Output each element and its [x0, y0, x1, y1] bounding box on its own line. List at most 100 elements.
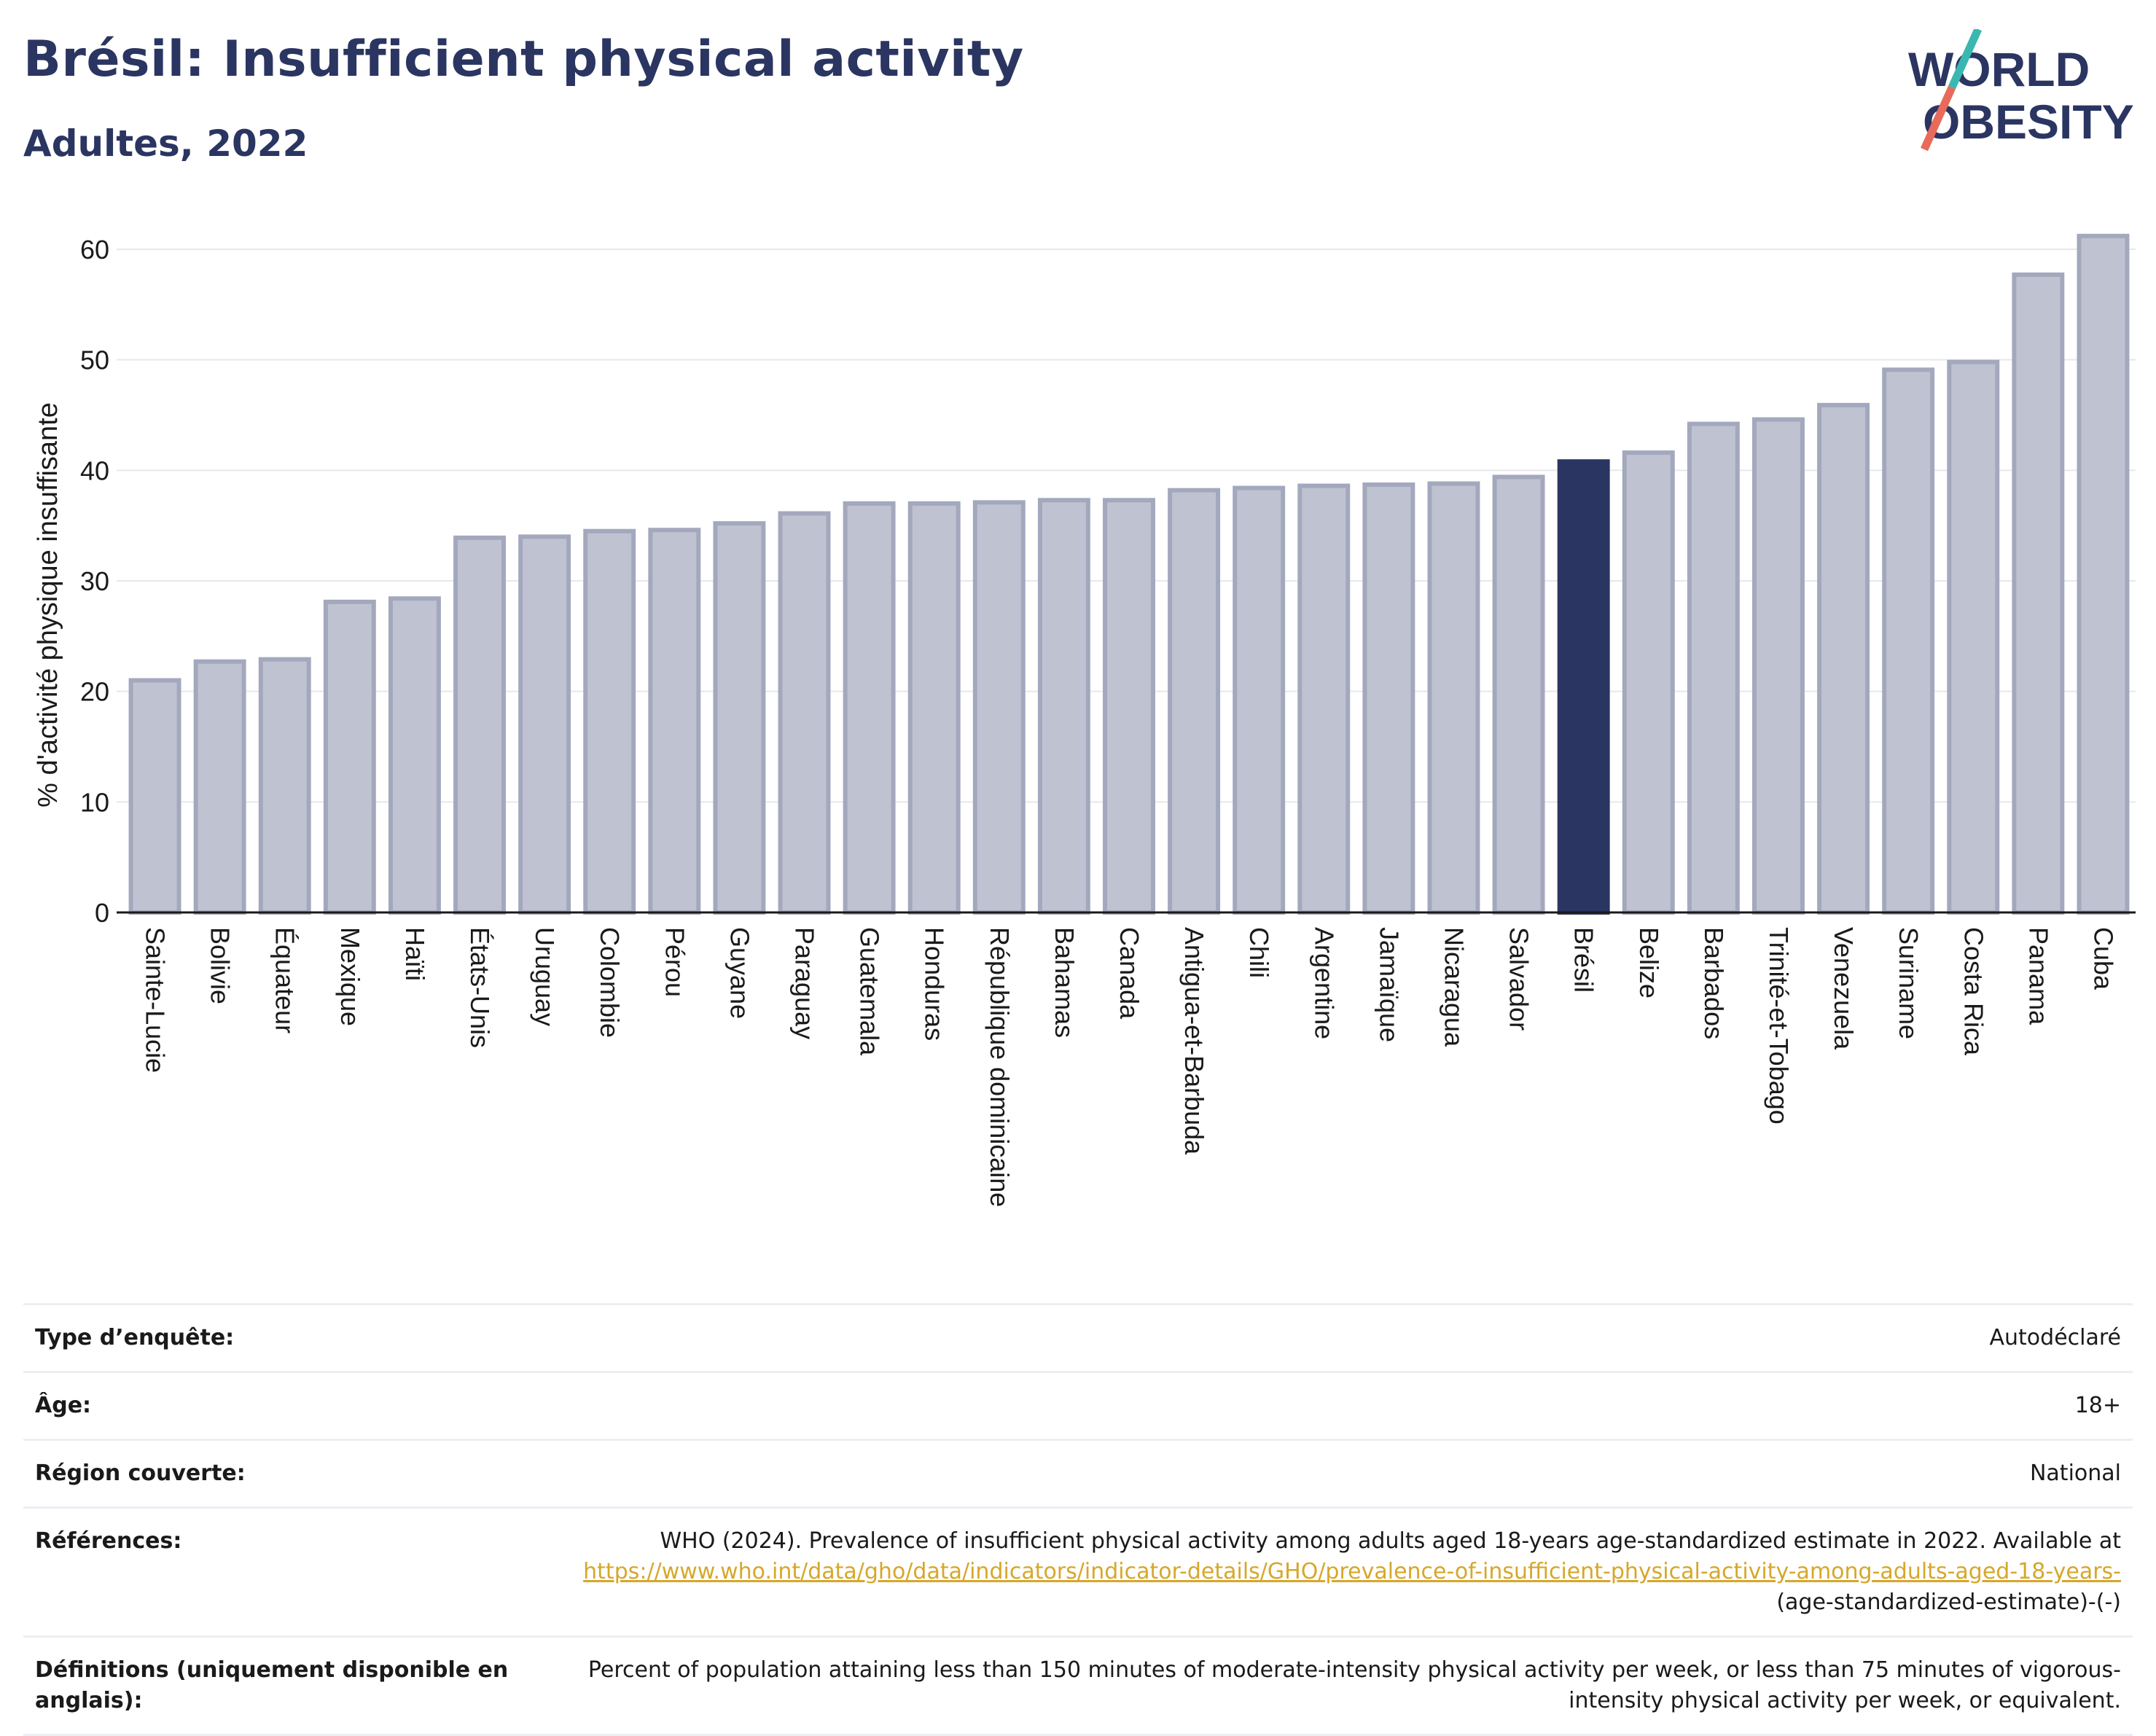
bar--quateur — [258, 657, 311, 915]
x-tick-label: Honduras — [920, 927, 950, 1041]
bar-guyane — [713, 521, 766, 915]
y-tick-label: 30 — [80, 566, 109, 596]
bar-guatemala — [843, 501, 896, 915]
bar-trinit-et-tobago — [1752, 417, 1805, 915]
x-axis: Sainte-Lucie Bolivie Équateur Mexique Haïti É… — [117, 911, 2136, 1207]
x-tick-label: Guyane — [724, 927, 754, 1019]
y-axis-label: % d'activité physique insuffisante — [33, 402, 63, 808]
meta-value: WHO (2024). Prevalence of insufficient p… — [545, 1526, 2121, 1618]
logo-slash-teal — [1948, 29, 1983, 90]
meta-row-region: Région couverte: National — [23, 1439, 2133, 1506]
x-tick-label: Panama — [2023, 927, 2053, 1025]
x-tick-label: Barbados — [1699, 927, 1729, 1039]
x-tick-label: Bahamas — [1050, 927, 1079, 1038]
bar-bolivie — [193, 659, 246, 915]
bar-chart: 0 10 20 30 40 50 60 Sainte-Lucie Bolivie Équateu… — [33, 233, 2136, 1207]
meta-label: Définitions (uniquement disponible en an… — [35, 1657, 509, 1713]
bar-r-publique-dominicaine — [972, 500, 1026, 915]
bar-sainte-lucie — [128, 678, 181, 915]
meta-row-definitions: Définitions (uniquement disponible en an… — [23, 1635, 2133, 1736]
y-tick-label: 40 — [80, 455, 109, 485]
meta-value: National — [2029, 1461, 2121, 1486]
bar-br-sil — [1557, 459, 1610, 915]
logo-slash-coral — [1920, 85, 1956, 152]
x-tick-label: Belize — [1634, 927, 1664, 998]
bar-suriname — [1882, 367, 1935, 915]
x-tick-label: Antigua-et-Barbuda — [1179, 927, 1209, 1155]
bar-mexique — [323, 599, 376, 915]
x-tick-label: Trinité-et-Tobago — [1764, 927, 1794, 1125]
x-tick-label: Mexique — [335, 927, 365, 1026]
bar-argentine — [1297, 483, 1351, 915]
meta-label: Âge: — [35, 1393, 92, 1418]
x-tick-label: Bolivie — [206, 927, 235, 1004]
y-tick-label: 60 — [80, 235, 109, 265]
bar-uruguay — [518, 534, 571, 915]
bar-antigua-et-barbuda — [1168, 488, 1221, 915]
bar-paraguay — [778, 511, 831, 915]
x-tick-label: Paraguay — [790, 927, 820, 1039]
x-tick-label: Cuba — [2088, 927, 2118, 990]
bar--tats-unis — [453, 535, 506, 915]
y-tick-label: 50 — [80, 345, 109, 375]
bar-honduras — [907, 501, 961, 915]
bar-jama-que — [1362, 482, 1415, 915]
bar-panama — [2012, 272, 2065, 915]
bar-p-rou — [648, 528, 701, 915]
meta-label: Région couverte: — [35, 1461, 246, 1486]
logo-text-obesity: OBESITY — [1923, 95, 2134, 149]
x-tick-label: Haïti — [400, 927, 430, 981]
page-title: Brésil: Insufficient physical activity — [23, 31, 1024, 88]
bar-canada — [1103, 498, 1155, 915]
bar-salvador — [1492, 474, 1545, 915]
x-tick-label: Équateur — [270, 927, 300, 1033]
meta-label: Type d’enquête: — [35, 1325, 235, 1350]
logo-text-world: WORLD — [1908, 42, 2090, 96]
x-tick-label: Argentine — [1309, 927, 1339, 1039]
meta-value: Autodéclaré — [1989, 1325, 2122, 1350]
x-tick-label: Uruguay — [530, 927, 560, 1026]
references-text: WHO (2024). Prevalence of insufficient p… — [660, 1528, 2121, 1554]
bar-cuba — [2077, 233, 2130, 915]
metadata-table: Type d’enquête: Autodéclaré Âge: 18+ Rég… — [23, 1303, 2133, 1736]
x-tick-label: Suriname — [1894, 927, 1923, 1039]
meta-row-age: Âge: 18+ — [23, 1371, 2133, 1439]
x-tick-label: République dominicaine — [985, 927, 1015, 1207]
x-tick-label: Nicaragua — [1439, 927, 1469, 1047]
bars — [128, 233, 2130, 915]
x-tick-label: Chili — [1244, 927, 1274, 978]
x-tick-label: Brésil — [1569, 927, 1599, 993]
meta-label: Références: — [35, 1528, 182, 1554]
bar-chili — [1233, 485, 1286, 915]
bar-barbados — [1687, 421, 1740, 915]
references-suffix: (age-standardized-estimate)-(-) — [1776, 1590, 2121, 1615]
x-tick-label: Canada — [1114, 927, 1144, 1020]
x-tick-label: États-Unis — [465, 927, 495, 1048]
x-tick-label: Jamaïque — [1374, 927, 1404, 1042]
world-obesity-logo: WORLD OBESITY — [1908, 29, 2134, 152]
bar-costa-rica — [1947, 359, 2000, 915]
bar-bahamas — [1037, 498, 1090, 915]
references-link[interactable]: https://www.who.int/data/gho/data/indica… — [583, 1559, 2121, 1584]
x-tick-label: Guatemala — [855, 927, 885, 1056]
bar-colombie — [583, 528, 636, 915]
meta-value: 18+ — [2074, 1393, 2121, 1418]
meta-row-survey-type: Type d’enquête: Autodéclaré — [23, 1303, 2133, 1371]
y-tick-label: 0 — [95, 898, 109, 928]
y-tick-label: 10 — [80, 787, 109, 817]
x-tick-label: Sainte-Lucie — [141, 927, 171, 1073]
x-tick-label: Venezuela — [1829, 927, 1859, 1050]
x-tick-label: Salvador — [1504, 927, 1534, 1031]
x-tick-label: Pérou — [660, 927, 690, 997]
bar-venezuela — [1817, 402, 1870, 915]
y-axis: 0 10 20 30 40 50 60 — [80, 235, 109, 928]
bar-belize — [1622, 450, 1675, 915]
bar-ha-ti — [388, 596, 441, 915]
meta-value: Percent of population attaining less tha… — [587, 1657, 2121, 1713]
page-subtitle: Adultes, 2022 — [23, 122, 308, 165]
x-tick-label: Costa Rica — [1958, 927, 1988, 1056]
meta-row-references: Références: WHO (2024). Prevalence of in… — [23, 1506, 2133, 1635]
y-tick-label: 20 — [80, 677, 109, 707]
x-tick-label: Colombie — [595, 927, 625, 1038]
bar-nicaragua — [1427, 481, 1480, 915]
